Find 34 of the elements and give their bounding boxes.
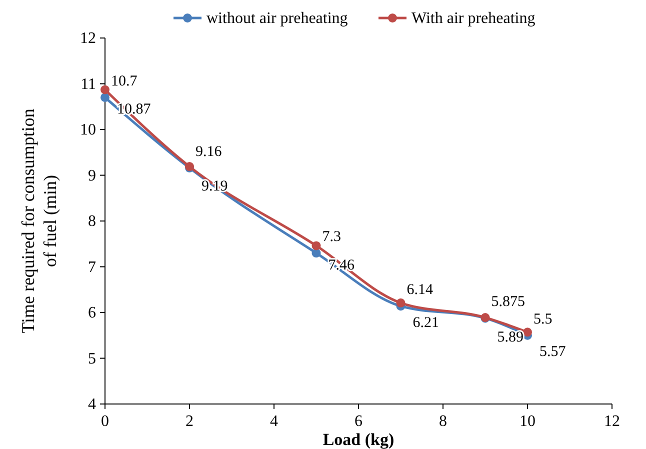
y-axis-title: Time required for consumption of fuel (min) xyxy=(18,108,60,334)
y-tick-label: 8 xyxy=(88,213,96,230)
data-label: 5.5 xyxy=(534,311,552,328)
x-axis-title: Load (kg) xyxy=(322,430,394,449)
data-label: 6.21 xyxy=(412,314,439,331)
x-tick-label: 8 xyxy=(439,413,447,430)
point xyxy=(100,92,110,102)
point xyxy=(523,328,532,337)
y-tick-label: 7 xyxy=(88,258,96,276)
data-label: 7.3 xyxy=(322,229,341,246)
y-tick-label: 10 xyxy=(80,122,96,138)
x-tick-label: 12 xyxy=(604,413,620,430)
y-tick-label: 9 xyxy=(88,167,96,184)
data-label: 6.14 xyxy=(406,282,434,298)
y-tick-label: 6 xyxy=(88,304,96,322)
point xyxy=(396,298,406,308)
x-tick-label: 0 xyxy=(101,413,109,430)
legend-label: With air preheating xyxy=(412,10,536,27)
x-tick-label: 4 xyxy=(270,413,278,430)
y-tick-label: 12 xyxy=(80,30,96,47)
data-label: 10.7 xyxy=(111,73,138,90)
y-tick-label: 11 xyxy=(80,76,96,93)
x-tick-label: 2 xyxy=(186,413,194,430)
x-tick-label: 6 xyxy=(354,413,362,430)
y-tick-label: 5 xyxy=(88,350,96,368)
data-label: 9.16 xyxy=(196,144,222,160)
point xyxy=(312,241,321,250)
y-tick-label: 4 xyxy=(88,396,96,413)
x-tick-label: 10 xyxy=(520,413,536,430)
point xyxy=(100,85,110,94)
data-label: 5.89 xyxy=(497,330,524,346)
legend-label: without air preheating xyxy=(206,10,348,27)
data-label: 5.57 xyxy=(540,344,566,360)
data-label: 5.875 xyxy=(491,294,525,310)
